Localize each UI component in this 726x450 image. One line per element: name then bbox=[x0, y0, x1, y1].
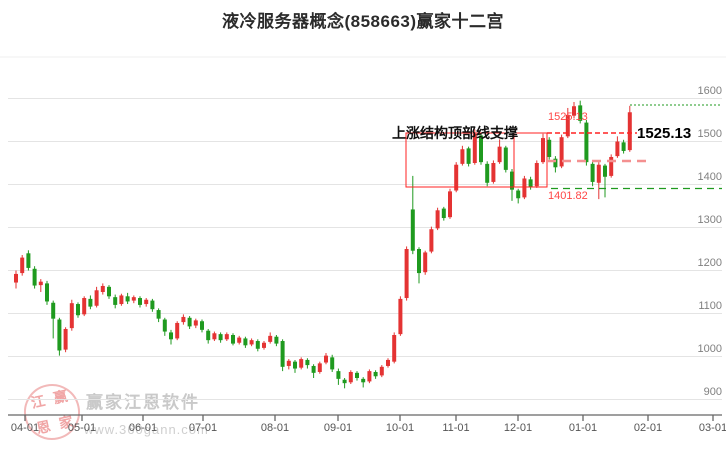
x-axis-tick-label: 11-01 bbox=[442, 422, 470, 434]
x-axis-tick-label: 02-01 bbox=[633, 422, 663, 434]
top-line-price-label-bold: 1525.13 bbox=[637, 125, 692, 142]
y-axis-tick-label: 1300 bbox=[697, 213, 722, 226]
structure-support-label: 上涨结构顶部线支撑 bbox=[392, 125, 518, 141]
x-axis-tick-label: 03-01 bbox=[698, 422, 726, 434]
y-axis-tick-label: 1200 bbox=[697, 256, 722, 269]
bottom-line-price-label: 1401.82 bbox=[548, 190, 588, 202]
x-axis-tick-label: 09-01 bbox=[323, 422, 353, 434]
y-axis-tick-label: 1600 bbox=[697, 84, 722, 97]
x-axis-tick-label: 10-01 bbox=[385, 422, 415, 434]
y-axis-tick-label: 1100 bbox=[698, 299, 722, 312]
chart-title: 液冷服务器概念(858663)赢家十二宫 bbox=[221, 12, 505, 31]
top-line-price-label-small: 1525.13 bbox=[548, 111, 588, 123]
x-axis-tick-label: 12-01 bbox=[503, 422, 533, 434]
y-axis-tick-label: 1400 bbox=[697, 170, 722, 183]
x-axis-tick-label: 05-01 bbox=[67, 422, 97, 434]
y-axis-tick-label: 900 bbox=[703, 385, 722, 398]
y-axis-tick-label: 1500 bbox=[697, 127, 722, 140]
x-axis-tick-label: 08-01 bbox=[260, 422, 290, 434]
x-axis-tick-label: 01-01 bbox=[568, 422, 598, 434]
watermark-url-text: www.360gann.com bbox=[84, 422, 209, 437]
x-axis-tick-label: 06-01 bbox=[128, 422, 158, 434]
x-axis-tick-label: 04-01 bbox=[10, 422, 40, 434]
x-axis-tick-label: 07-01 bbox=[188, 422, 218, 434]
y-axis-tick-label: 1000 bbox=[697, 342, 722, 355]
watermark-brand-text: 赢家江恩软件 bbox=[86, 393, 200, 412]
